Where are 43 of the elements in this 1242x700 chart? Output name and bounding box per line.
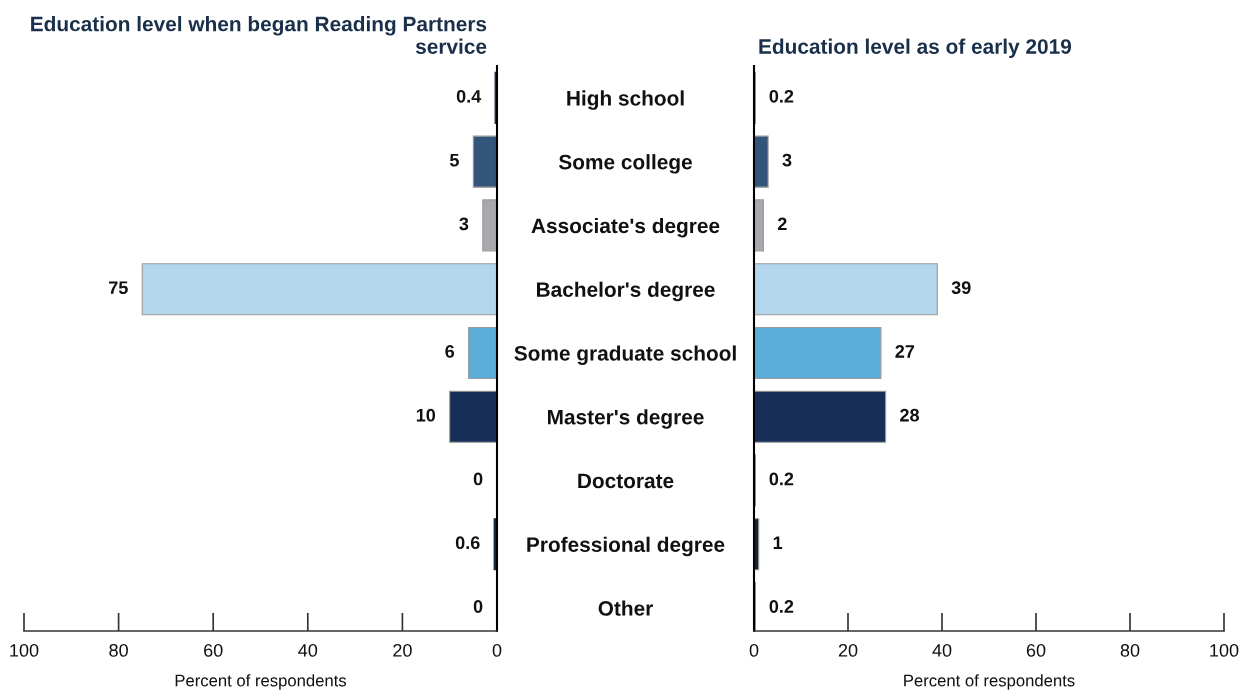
y-tick-label: Some graduate school xyxy=(514,345,736,365)
data-label: 3 xyxy=(459,217,469,231)
data-label: 27 xyxy=(895,345,915,358)
y-tick-label: Other xyxy=(598,600,653,616)
data-label: 10 xyxy=(416,408,436,422)
x-tick-label: 0 xyxy=(492,643,502,657)
data-label: 2 xyxy=(777,217,787,231)
chart-title: Education level when began Reading Partners service xyxy=(31,16,487,54)
data-label: 75 xyxy=(109,281,128,295)
y-tick-label: Bachelor's degree xyxy=(537,281,715,302)
y-tick-label: Some college xyxy=(558,154,692,174)
x-tick-label: 60 xyxy=(204,643,223,657)
data-label: 28 xyxy=(900,408,920,422)
x-tick-label: 100 xyxy=(1210,643,1239,657)
x-tick-label: 60 xyxy=(1026,643,1046,657)
chart-title: Education level as of early 2019 xyxy=(759,38,1072,58)
y-tick-label: Master's degree xyxy=(548,409,704,429)
data-label: 1 xyxy=(773,536,783,549)
x-tick-label: 40 xyxy=(932,643,952,657)
x-tick-label: 40 xyxy=(298,643,318,657)
data-label: 6 xyxy=(445,345,455,358)
data-label: 5 xyxy=(449,153,459,167)
data-label: 39 xyxy=(951,281,971,295)
data-label: 0 xyxy=(473,600,483,613)
y-tick-label: Professional degree xyxy=(527,536,725,557)
x-tick-label: 80 xyxy=(1120,643,1140,657)
data-label: 0.4 xyxy=(456,89,482,103)
y-tick-label: Doctorate xyxy=(578,473,674,489)
data-label: 0 xyxy=(473,472,483,486)
x-tick-label: 100 xyxy=(10,643,39,657)
x-tick-label: 0 xyxy=(749,643,759,657)
data-label: 0.2 xyxy=(769,472,794,486)
data-label: 3 xyxy=(782,153,792,167)
data-label: 0.6 xyxy=(455,536,480,550)
x-axis-title: Percent of respondents xyxy=(904,674,1075,690)
x-tick-label: 80 xyxy=(109,643,128,657)
y-tick-label: High school xyxy=(567,90,684,110)
data-label: 0.2 xyxy=(769,600,794,613)
x-tick-label: 20 xyxy=(393,643,412,657)
x-axis-title: Percent of respondents xyxy=(175,674,347,690)
y-tick-label: Associate's degree xyxy=(531,217,720,238)
data-label: 0.2 xyxy=(769,89,794,103)
x-tick-label: 20 xyxy=(838,643,858,657)
